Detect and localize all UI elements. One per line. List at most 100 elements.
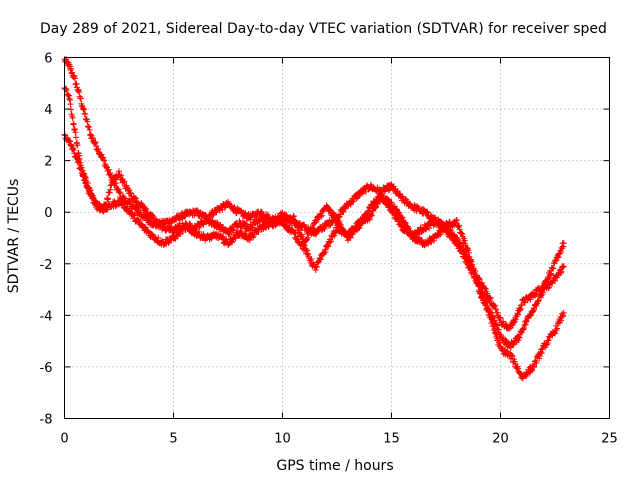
axis-ticks <box>64 57 610 419</box>
data-point-marker <box>120 194 127 201</box>
data-point-marker <box>326 206 333 213</box>
data-point-marker <box>322 248 329 255</box>
data-point-marker <box>385 196 392 203</box>
data-point-marker <box>250 234 257 241</box>
data-point-marker <box>492 303 499 310</box>
data-point-marker <box>81 105 88 112</box>
x-tick-label: 5 <box>169 432 177 447</box>
data-point-marker <box>538 346 545 353</box>
data-point-marker <box>84 123 91 130</box>
data-point-marker <box>230 226 237 233</box>
data-point-marker <box>265 223 272 230</box>
data-point-marker <box>305 234 312 241</box>
data-point-marker <box>107 182 114 189</box>
plot-frame <box>64 57 610 419</box>
y-axis-title: SDTVAR / TECUs <box>6 179 22 294</box>
data-point-marker <box>362 188 369 195</box>
data-point-marker <box>522 321 529 328</box>
data-point-marker <box>471 271 478 278</box>
data-point-marker <box>123 182 130 189</box>
data-point-marker <box>388 199 395 206</box>
data-point-marker <box>552 277 558 284</box>
data-point-marker <box>478 293 485 300</box>
data-point-marker <box>126 187 133 194</box>
data-point-marker <box>456 226 463 233</box>
data-point-marker <box>468 258 475 265</box>
data-point-marker <box>479 294 486 301</box>
data-point-marker <box>492 330 499 337</box>
data-point-marker <box>476 287 483 294</box>
data-point-marker <box>87 187 94 194</box>
data-point-marker <box>242 230 249 237</box>
data-point-marker <box>422 226 429 233</box>
data-point-marker <box>308 229 315 236</box>
data-point-marker <box>71 125 78 132</box>
data-point-marker <box>73 152 80 159</box>
data-point-marker <box>486 311 493 318</box>
data-point-marker <box>439 227 446 234</box>
data-point-marker <box>374 201 381 208</box>
data-point-marker <box>196 228 203 235</box>
data-point-marker <box>76 159 83 166</box>
y-tick-label: -4 <box>40 309 53 324</box>
data-point-marker <box>295 224 302 231</box>
data-point-marker <box>472 274 479 281</box>
data-point-marker <box>84 180 91 187</box>
data-point-marker <box>453 217 460 224</box>
data-point-marker <box>456 222 463 229</box>
data-point-marker <box>390 183 397 190</box>
data-point-marker <box>387 200 394 207</box>
data-point-marker <box>548 279 555 286</box>
data-point-marker <box>550 265 557 272</box>
data-point-marker <box>545 285 552 292</box>
data-point-marker <box>99 207 106 214</box>
data-point-marker <box>402 220 409 227</box>
data-point-marker <box>303 246 310 253</box>
data-point-marker <box>343 233 350 240</box>
data-point-marker <box>127 189 134 196</box>
data-point-marker <box>255 228 262 235</box>
data-point-marker <box>127 190 134 197</box>
data-point-marker <box>538 350 545 357</box>
data-point-marker <box>115 186 122 193</box>
data-point-marker <box>172 235 179 242</box>
data-point-marker <box>70 146 77 153</box>
x-tick-labels: 0 5 10 15 20 25 <box>60 432 617 447</box>
data-point-marker <box>398 213 405 220</box>
data-point-marker <box>523 318 530 325</box>
data-point-marker <box>495 326 502 333</box>
data-point-marker <box>352 223 359 230</box>
data-point-marker <box>514 311 521 318</box>
data-point-marker <box>560 240 567 247</box>
data-point-marker <box>552 330 558 337</box>
data-point-marker <box>66 138 73 145</box>
data-point-marker <box>516 334 523 341</box>
data-point-marker <box>69 114 76 121</box>
data-point-marker <box>431 237 438 244</box>
data-point-marker <box>454 239 461 246</box>
data-point-marker <box>66 95 73 102</box>
data-point-marker <box>454 223 461 230</box>
data-point-marker <box>516 334 523 341</box>
data-point-marker <box>66 96 73 103</box>
data-point-marker <box>529 367 536 374</box>
data-point-marker <box>557 317 564 324</box>
data-point-marker <box>155 234 162 241</box>
data-point-marker <box>75 156 82 163</box>
data-point-marker <box>461 237 468 244</box>
y-tick-label: 4 <box>44 103 52 118</box>
data-point-marker <box>77 95 84 102</box>
y-tick-labels: -8 -6 -4 -2 0 2 4 6 <box>40 52 53 428</box>
data-point-marker <box>484 305 491 312</box>
data-point-marker <box>293 219 300 226</box>
data-point-marker <box>513 364 520 371</box>
data-point-marker <box>131 212 138 219</box>
data-point-marker <box>330 210 337 217</box>
data-point-marker <box>304 247 311 254</box>
data-point-marker <box>116 189 123 196</box>
data-point-marker <box>71 75 78 82</box>
data-point-marker <box>279 217 286 224</box>
data-point-marker <box>560 263 567 270</box>
data-point-marker <box>385 187 392 194</box>
x-tick-label: 25 <box>601 432 618 447</box>
